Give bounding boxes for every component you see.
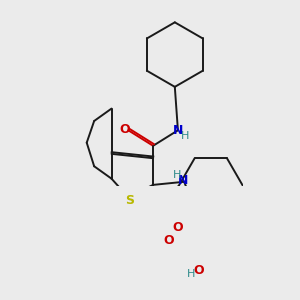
Text: N: N [178, 174, 188, 187]
Text: N: N [173, 124, 183, 137]
Text: H: H [181, 131, 189, 141]
Text: H: H [173, 170, 181, 180]
Text: S: S [125, 194, 134, 207]
Text: O: O [172, 221, 183, 234]
Text: H: H [187, 269, 196, 279]
Text: O: O [163, 234, 174, 247]
Text: O: O [194, 264, 204, 278]
Text: O: O [120, 123, 130, 136]
